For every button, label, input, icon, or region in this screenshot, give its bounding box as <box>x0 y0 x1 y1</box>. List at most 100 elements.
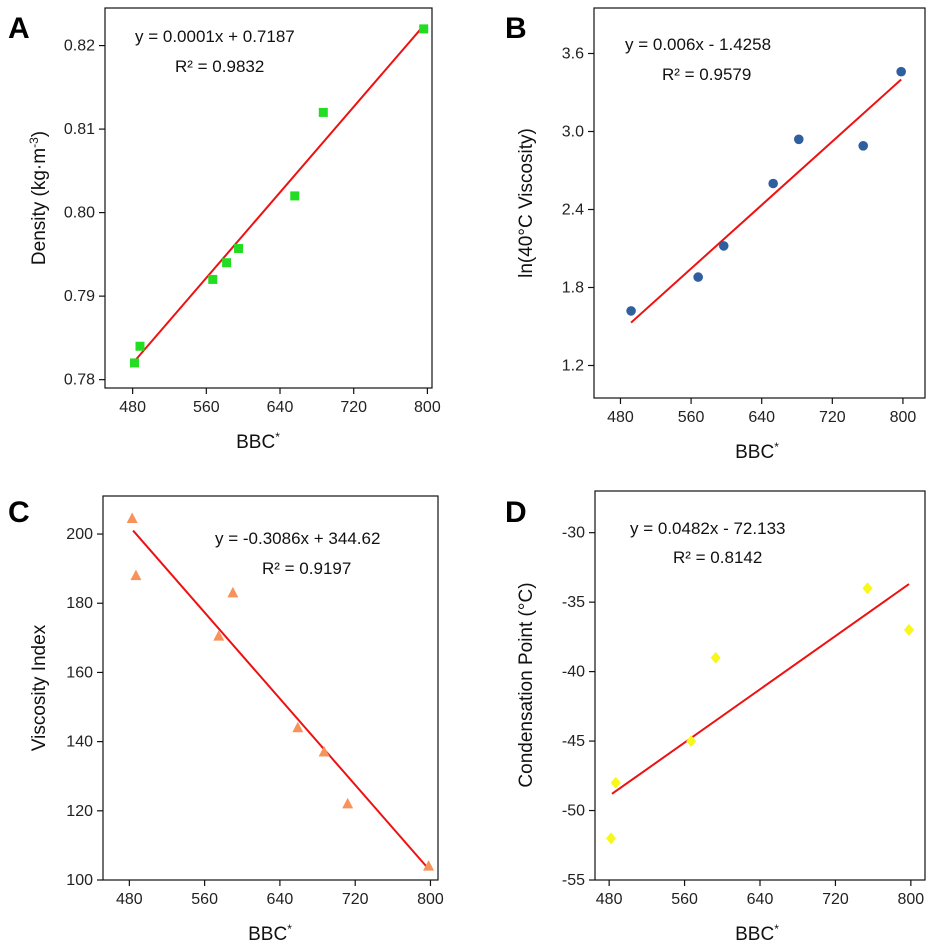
data-point <box>227 586 239 598</box>
plot-frame <box>102 495 439 881</box>
r-squared: R² = 0.9579 <box>662 65 751 84</box>
data-point <box>903 623 914 636</box>
panel-letter: B <box>505 12 527 45</box>
y-tick-label: 0.78 <box>64 372 95 389</box>
x-tick-label: 720 <box>340 399 367 416</box>
data-point <box>222 258 232 268</box>
x-tick-label: 720 <box>819 409 846 426</box>
data-point <box>135 341 145 351</box>
y-tick-label: -55 <box>562 872 585 889</box>
data-point <box>862 582 873 595</box>
y-tick-label: 3.0 <box>562 124 584 141</box>
fit-line <box>133 24 425 362</box>
x-tick-label: 720 <box>822 891 849 908</box>
y-tick-label: 1.8 <box>562 280 584 297</box>
y-tick-label: -50 <box>562 803 585 820</box>
y-tick-label: 3.6 <box>562 46 584 63</box>
data-point <box>234 244 244 254</box>
x-tick-label: 800 <box>414 399 441 416</box>
x-axis-label-main: BBC <box>236 432 275 453</box>
plot-frame <box>104 7 433 389</box>
x-tick-label: 800 <box>898 891 925 908</box>
fit-line <box>630 78 902 324</box>
x-axis-label-sup: * <box>774 922 779 936</box>
panel-letter: A <box>8 12 30 45</box>
x-axis-label-sup: * <box>774 440 779 454</box>
fit-equation: y = -0.3086x + 344.62 <box>215 529 380 548</box>
x-tick-label: 560 <box>193 399 220 416</box>
x-axis-label-sup: * <box>287 922 292 936</box>
data-point <box>292 721 304 733</box>
data-point <box>208 274 218 284</box>
data-point <box>126 512 138 523</box>
data-point <box>693 272 703 282</box>
y-axis-label-main: ln(40°C Viscosity) <box>516 128 537 278</box>
y-tick-label: -45 <box>562 733 585 750</box>
y-axis-label: ln(40°C Viscosity) <box>516 128 537 278</box>
data-point <box>718 241 729 251</box>
x-axis-label-main: BBC <box>248 924 287 945</box>
y-tick-label: 0.82 <box>64 38 95 55</box>
x-tick-label: 560 <box>671 891 698 908</box>
y-tick-label: 180 <box>66 595 93 612</box>
y-tick-label: 2.4 <box>562 202 584 219</box>
data-point <box>768 178 778 189</box>
x-tick-label: 480 <box>119 399 146 416</box>
x-tick-label: 560 <box>191 891 218 908</box>
y-tick-label: 200 <box>66 526 93 543</box>
panel-b: B 480 560 640 720 800 1.2 1.8 2.4 3.0 3.6 BBC* ln(40… <box>505 7 926 463</box>
panel-a: A 480 560 640 720 800 0.78 0.79 0.80 0.81 0.82 BBC*… <box>8 7 441 453</box>
y-axis-label: Condensation Point (°C) <box>516 582 537 787</box>
data-point <box>710 651 721 664</box>
x-axis-label-sup: * <box>275 430 280 444</box>
x-tick-label: 480 <box>116 891 143 908</box>
y-axis-label-main: Density (kg·m <box>29 148 50 265</box>
x-tick-label: 640 <box>267 891 294 908</box>
panel-letter: C <box>8 496 30 529</box>
x-axis-label-main: BBC <box>735 924 774 945</box>
data-point <box>423 860 435 871</box>
x-tick-label: 720 <box>342 891 369 908</box>
plot-frame <box>593 7 926 399</box>
data-point <box>129 358 139 368</box>
panel-letter: D <box>505 496 527 529</box>
x-tick-label: 640 <box>748 409 775 426</box>
data-point <box>213 630 225 641</box>
data-point <box>342 797 354 809</box>
data-point <box>793 134 804 145</box>
y-axis-label-sup: -3 <box>27 137 41 148</box>
fit-equation: y = 0.006x - 1.4258 <box>625 35 771 54</box>
fit-equation: y = 0.0001x + 0.7187 <box>135 27 295 46</box>
fit-line <box>132 529 429 869</box>
x-tick-label: 640 <box>267 399 294 416</box>
data-point <box>419 24 429 34</box>
r-squared: R² = 0.8142 <box>673 548 762 567</box>
data-point <box>896 66 906 77</box>
y-axis-label: Viscosity Index <box>29 624 50 751</box>
y-axis-label-main: Viscosity Index <box>29 624 50 751</box>
y-tick-label: 160 <box>66 664 93 681</box>
y-axis-label-main: Condensation Point (°C) <box>516 582 537 787</box>
y-axis-label: Density (kg·m-3) <box>27 131 50 265</box>
data-point <box>858 141 869 151</box>
data-point <box>686 735 697 748</box>
panel-d: D 480 560 640 720 800 -55 -50 -45 -40 -35 -30 BBC* Co… <box>505 490 926 945</box>
data-point <box>610 776 621 789</box>
x-axis-label: BBC* <box>236 430 280 453</box>
y-tick-label: 0.81 <box>64 121 95 138</box>
fit-equation: y = 0.0482x - 72.133 <box>630 519 785 538</box>
r-squared: R² = 0.9832 <box>175 57 264 76</box>
x-tick-label: 640 <box>747 891 774 908</box>
x-tick-label: 560 <box>678 409 705 426</box>
y-tick-label: 1.2 <box>562 358 584 375</box>
data-point <box>606 832 617 845</box>
panel-c: C 480 560 640 720 800 100 120 140 160 180 200 BBC* Vi… <box>8 495 444 945</box>
fit-line <box>611 583 910 795</box>
x-axis-label: BBC* <box>248 922 292 945</box>
data-point <box>318 107 328 117</box>
x-tick-label: 480 <box>607 409 634 426</box>
data-point <box>318 746 330 757</box>
r-squared: R² = 0.9197 <box>262 559 351 578</box>
y-tick-label: -35 <box>562 594 585 611</box>
